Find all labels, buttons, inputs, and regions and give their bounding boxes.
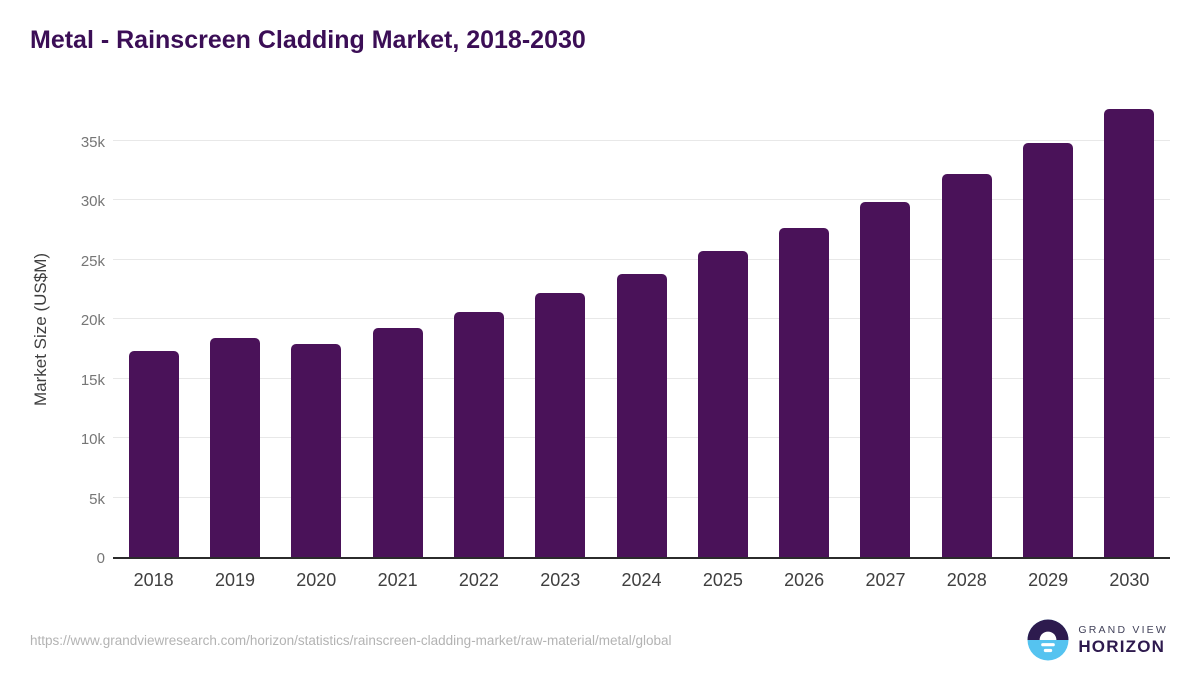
bar-2020[interactable]: [291, 343, 342, 557]
x-axis-label: 2030: [1109, 570, 1150, 590]
bar-2029[interactable]: [1023, 143, 1074, 557]
y-tick-label: 0: [96, 550, 105, 567]
y-tick-label: 20k: [80, 312, 105, 330]
logo-line-horizon: HORIZON: [1078, 636, 1166, 656]
x-axis-label: 2021: [377, 570, 418, 590]
bar-2018[interactable]: [128, 351, 179, 557]
bar-slot: [682, 99, 763, 557]
x-axis-label: 2020: [296, 570, 337, 590]
bar-slot: [276, 99, 357, 557]
x-axis-label: 2024: [621, 570, 662, 590]
gridline: [113, 139, 1170, 141]
gridline: [113, 258, 1170, 260]
x-axis-label: 2023: [540, 570, 581, 590]
y-tick-label: 15k: [80, 371, 105, 389]
bar-slot: [1089, 99, 1170, 557]
bar-2030[interactable]: [1104, 109, 1155, 557]
x-axis-label: 2022: [458, 570, 499, 590]
y-tick-labels: 0 5k 10k 15k 20k 25k 30k 35k: [0, 99, 105, 567]
bar-2024[interactable]: [616, 273, 667, 557]
grand-view-horizon-logo: GRAND VIEW HORIZON: [1027, 619, 1168, 661]
bar-2028[interactable]: [941, 173, 992, 557]
bar-2023[interactable]: [535, 293, 586, 557]
bar-2019[interactable]: [209, 337, 260, 557]
bar-2025[interactable]: [697, 250, 748, 557]
x-axis-label: 2028: [946, 570, 987, 590]
bar-2026[interactable]: [779, 227, 830, 557]
horizon-sun-icon: [1027, 619, 1069, 661]
y-tick-label: 5k: [89, 490, 105, 508]
bar-slot: [438, 99, 519, 557]
logo-text: GRAND VIEW HORIZON: [1078, 624, 1168, 657]
bar-2022[interactable]: [453, 311, 504, 557]
bar-slot: [1007, 99, 1088, 557]
gridline: [113, 199, 1170, 201]
x-axis-label: 2026: [784, 570, 825, 590]
x-axis-label: 2018: [133, 570, 174, 590]
y-tick-label: 10k: [80, 431, 105, 449]
bar-slot: [764, 99, 845, 557]
bar-2021[interactable]: [372, 328, 423, 557]
bar-slot: [601, 99, 682, 557]
x-axis-label: 2019: [214, 570, 255, 590]
y-tick-label: 35k: [80, 133, 105, 151]
plot-area: [113, 99, 1170, 559]
x-axis-label: 2027: [865, 570, 906, 590]
bar-slot: [113, 99, 194, 557]
bar-slot: [194, 99, 275, 557]
bar-slot: [357, 99, 438, 557]
x-axis-label: 2025: [702, 570, 743, 590]
chart-title: Metal - Rainscreen Cladding Market, 2018…: [30, 26, 586, 54]
bar-2027[interactable]: [860, 201, 911, 557]
bar-slot: [520, 99, 601, 557]
logo-line-grand-view: GRAND VIEW: [1078, 623, 1168, 636]
x-axis-label: 2029: [1028, 570, 1069, 590]
x-axis-labels: 2018 2019 2020 2021 2022 2023 2024 2025 2026 2027…: [113, 570, 1170, 591]
bars-row: [113, 99, 1170, 557]
bar-slot: [845, 99, 926, 557]
y-tick-label: 25k: [80, 252, 105, 270]
y-tick-label: 30k: [80, 193, 105, 211]
source-url: https://www.grandviewresearch.com/horizo…: [30, 633, 672, 648]
bar-slot: [926, 99, 1007, 557]
